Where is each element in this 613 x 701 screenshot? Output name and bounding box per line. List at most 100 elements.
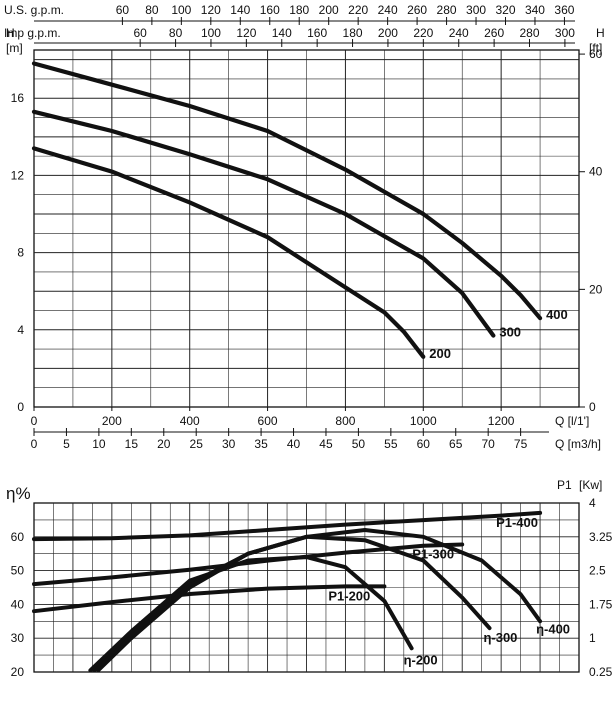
y-axis-unit-right: [ft] bbox=[589, 41, 602, 55]
y-tick-label-m: 16 bbox=[11, 91, 25, 105]
y-tick-label-ft: 0 bbox=[589, 400, 596, 414]
series-line-eta-200 bbox=[88, 555, 414, 673]
x-tick-label-m3h: 0 bbox=[31, 437, 38, 451]
top-imp-tick-label: 100 bbox=[201, 26, 221, 40]
efficiency-chart-axis-labels: η% P1 [Kw] bbox=[6, 478, 602, 503]
x-tick-label-m3h: 65 bbox=[449, 437, 463, 451]
x-tick-label-m3h: 45 bbox=[319, 437, 333, 451]
x-tick-label-m3h: 25 bbox=[190, 437, 204, 451]
x-tick-label-lpm: 1000 bbox=[410, 414, 437, 428]
y-tick-label-m: 0 bbox=[17, 400, 24, 414]
efficiency-tick-label: 20 bbox=[11, 665, 25, 679]
y-axis-label-right: H bbox=[596, 26, 605, 40]
top-us-tick-label: 340 bbox=[525, 3, 545, 17]
top-us-tick-label: 160 bbox=[260, 3, 280, 17]
series-line-p1-200 bbox=[32, 584, 387, 614]
x-tick-label-m3h: 75 bbox=[514, 437, 528, 451]
top-imp-tick-label: 280 bbox=[519, 26, 539, 40]
efficiency-chart: 20 30 40 50 60 0.25 1 1.75 2.5 3.25 4 η% P1 [Kw] P… bbox=[6, 478, 613, 679]
y-tick-label-m: 4 bbox=[17, 323, 24, 337]
x-axis-label-lpm: Q [l/1'] bbox=[555, 414, 589, 428]
x-tick-label-m3h: 50 bbox=[352, 437, 366, 451]
x-tick-label-lpm: 400 bbox=[180, 414, 200, 428]
series-label-p1-300: P1-300 bbox=[412, 546, 454, 561]
x-tick-label-lpm: 600 bbox=[258, 414, 278, 428]
top-us-tick-label: 300 bbox=[466, 3, 486, 17]
x-tick-label-m3h: 15 bbox=[125, 437, 139, 451]
top-us-tick-label: 60 bbox=[116, 3, 130, 17]
efficiency-tick-label: 40 bbox=[11, 597, 25, 611]
top-imp-tick-label: 200 bbox=[378, 26, 398, 40]
x-tick-label-lpm: 1200 bbox=[488, 414, 515, 428]
top-us-tick-label: 240 bbox=[378, 3, 398, 17]
top-us-tick-label: 180 bbox=[289, 3, 309, 17]
x-tick-label-m3h: 5 bbox=[63, 437, 70, 451]
head-curve-300 bbox=[31, 109, 496, 338]
head-chart-axis-labels: U.S. g.p.m. Imp g.p.m. H [m] H [ft] Q [l… bbox=[4, 3, 605, 451]
power-tick-label: 3.25 bbox=[589, 530, 613, 544]
x-tick-label-m3h: 70 bbox=[481, 437, 495, 451]
x-tick-label-lpm: 200 bbox=[102, 414, 122, 428]
x-tick-label-m3h: 20 bbox=[157, 437, 171, 451]
series-label-p1-200: P1-200 bbox=[328, 588, 370, 603]
top-us-tick-label: 80 bbox=[145, 3, 159, 17]
power-tick-label: 1.75 bbox=[589, 597, 613, 611]
head-chart-series: 400 300 200 bbox=[31, 61, 568, 361]
power-tick-label: 2.5 bbox=[589, 564, 606, 578]
head-curve-400 bbox=[31, 61, 543, 321]
series-label-p1-400: P1-400 bbox=[496, 515, 538, 530]
top-us-tick-label: 120 bbox=[201, 3, 221, 17]
y-axis-unit-left: [m] bbox=[6, 41, 23, 55]
series-label-eta-300: η-300 bbox=[483, 630, 517, 645]
top-imp-tick-label: 300 bbox=[555, 26, 575, 40]
x-tick-label-lpm: 0 bbox=[31, 414, 38, 428]
head-curve-label-200: 200 bbox=[429, 346, 451, 361]
x-tick-label-m3h: 40 bbox=[287, 437, 301, 451]
series-label-eta-400: η-400 bbox=[536, 621, 570, 636]
top-axis-label-imp: Imp g.p.m. bbox=[4, 26, 61, 40]
power-axis-label: P1 bbox=[557, 478, 572, 492]
x-tick-label-m3h: 30 bbox=[222, 437, 236, 451]
head-chart-grid bbox=[33, 20, 580, 433]
y-tick-label-m: 12 bbox=[11, 168, 25, 182]
series-line-p1-400 bbox=[32, 510, 543, 542]
y-tick-label-ft: 60 bbox=[589, 47, 603, 61]
top-us-tick-label: 320 bbox=[495, 3, 515, 17]
efficiency-chart-series: P1-400 P1-300 P1-200 η-400 η-300 η-200 bbox=[32, 510, 570, 673]
power-axis-unit: [Kw] bbox=[579, 478, 602, 492]
top-imp-tick-label: 240 bbox=[449, 26, 469, 40]
efficiency-tick-label: 30 bbox=[11, 631, 25, 645]
top-us-tick-label: 140 bbox=[230, 3, 250, 17]
y-tick-label-ft: 20 bbox=[589, 282, 603, 296]
efficiency-tick-label: 50 bbox=[11, 564, 25, 578]
y-tick-label-ft: 40 bbox=[589, 165, 603, 179]
top-imp-tick-label: 220 bbox=[413, 26, 433, 40]
x-tick-label-lpm: 800 bbox=[335, 414, 355, 428]
top-imp-tick-label: 60 bbox=[134, 26, 148, 40]
top-imp-tick-label: 80 bbox=[169, 26, 183, 40]
top-imp-tick-label: 260 bbox=[484, 26, 504, 40]
x-tick-label-m3h: 60 bbox=[417, 437, 431, 451]
power-tick-label: 0.25 bbox=[589, 665, 613, 679]
head-curve-label-300: 300 bbox=[499, 325, 521, 340]
efficiency-axis-label: η% bbox=[6, 484, 31, 503]
head-curve-200 bbox=[31, 146, 426, 359]
top-imp-tick-label: 140 bbox=[272, 26, 292, 40]
top-axis-label-us: U.S. g.p.m. bbox=[4, 3, 64, 17]
head-chart: 60 80 100 120 140 160 180 200 220 240 260 280 300 320… bbox=[4, 3, 605, 451]
head-curve-label-400: 400 bbox=[546, 307, 568, 322]
top-us-tick-label: 360 bbox=[554, 3, 574, 17]
top-us-tick-label: 260 bbox=[407, 3, 427, 17]
series-label-eta-200: η-200 bbox=[404, 652, 438, 667]
top-us-tick-label: 280 bbox=[437, 3, 457, 17]
x-tick-label-m3h: 55 bbox=[384, 437, 398, 451]
x-tick-label-m3h: 10 bbox=[92, 437, 106, 451]
top-imp-tick-label: 180 bbox=[343, 26, 363, 40]
series-line-eta-400 bbox=[96, 528, 543, 673]
series-line-eta-300 bbox=[92, 534, 492, 673]
top-imp-tick-label: 160 bbox=[307, 26, 327, 40]
x-axis-label-m3h: Q [m3/h] bbox=[555, 437, 601, 451]
power-tick-label: 1 bbox=[589, 631, 596, 645]
head-chart-ticks: 60 80 100 120 140 160 180 200 220 240 260 280 300 320… bbox=[11, 3, 603, 451]
